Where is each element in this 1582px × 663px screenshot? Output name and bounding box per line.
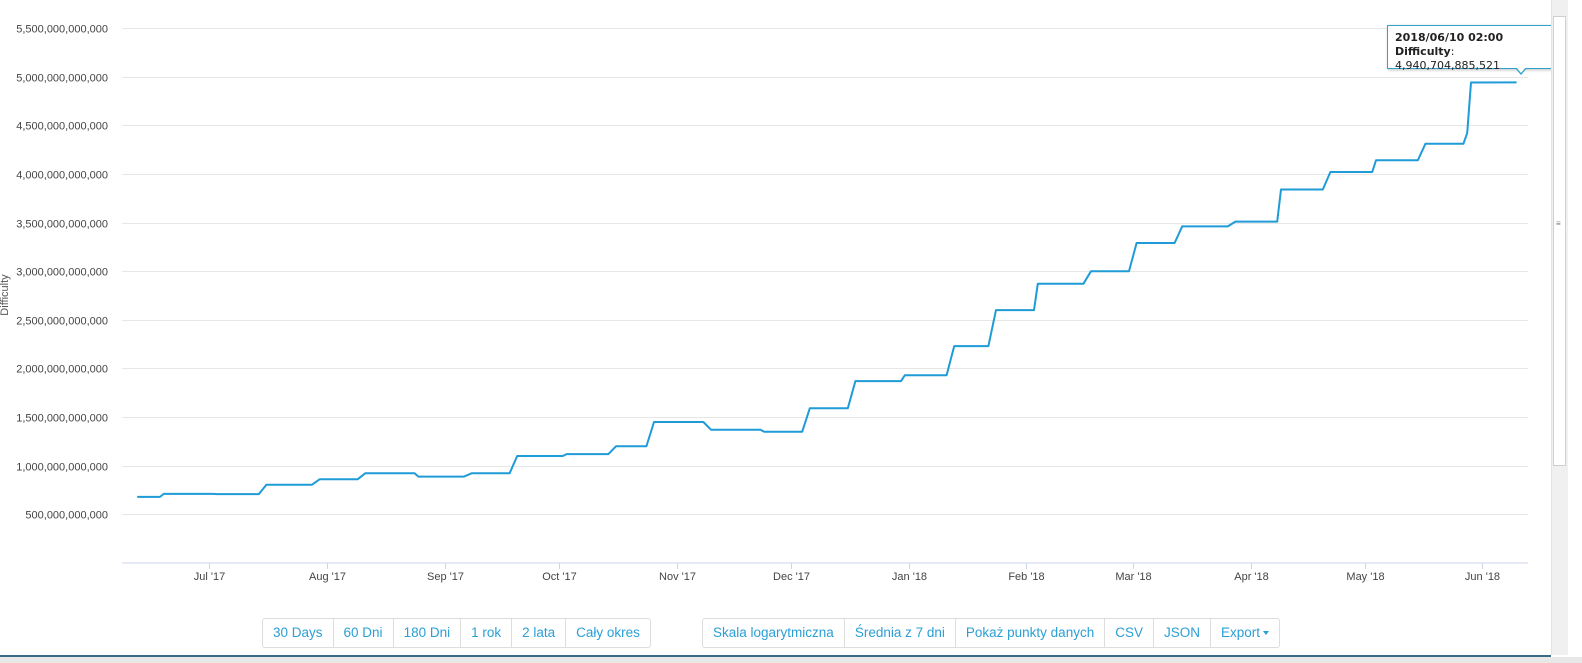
y-tick-label: 5,500,000,000,000	[16, 24, 108, 36]
tooltip-value-row: Difficulty: 4,940,704,885,521	[1395, 45, 1500, 72]
y-axis-label: Difficulty	[0, 274, 11, 316]
export-dropdown-button[interactable]: Export	[1211, 619, 1279, 647]
grip-icon: ≡	[1556, 219, 1561, 228]
y-tick-label: 3,500,000,000,000	[16, 219, 108, 231]
tooltip-date: 2018/06/10 02:00	[1395, 31, 1504, 44]
range-all-button[interactable]: Cały okres	[576, 625, 640, 640]
x-tick-label: Jan '18	[892, 571, 927, 583]
average-7-days-button[interactable]: Średnia z 7 dni	[845, 619, 956, 647]
y-tick-label: 4,000,000,000,000	[16, 170, 108, 182]
log-scale-button[interactable]: Skala logarytmiczna	[703, 619, 845, 647]
grid-lines	[122, 28, 1528, 515]
difficulty-series-line	[137, 81, 1517, 498]
x-tick-label: Aug '17	[309, 571, 346, 583]
x-tick-label: Mar '18	[1115, 571, 1151, 583]
x-tick-label: Dec '17	[773, 571, 810, 583]
scrollbar-thumb[interactable]	[1553, 16, 1566, 466]
x-tick-label: Feb '18	[1008, 571, 1044, 583]
show-points-button[interactable]: Pokaż punkty danych	[956, 619, 1106, 647]
export-label: Export	[1221, 625, 1261, 640]
x-tick-label: Jul '17	[194, 571, 225, 583]
y-tick-label: 1,500,000,000,000	[16, 413, 108, 425]
y-tick-label: 4,500,000,000,000	[16, 121, 108, 133]
tooltip-arrow-inner	[1516, 67, 1526, 73]
x-tick-label: Nov '17	[659, 571, 696, 583]
x-tick-label: May '18	[1346, 571, 1384, 583]
range-1-year-button[interactable]: 1 rok	[461, 619, 513, 647]
range-60-days-button[interactable]: 60 Dni	[334, 619, 394, 647]
data-tooltip: 2018/06/10 02:00 Difficulty: 4,940,704,8…	[1387, 25, 1557, 72]
range-180-days-button[interactable]: 180 Dni	[394, 619, 462, 647]
tooltip-value: 4,940,704,885,521	[1395, 59, 1500, 72]
range-2-years-button[interactable]: 2 lata	[512, 619, 567, 647]
y-tick-label: 1,000,000,000,000	[16, 462, 108, 474]
y-tick-label: 2,500,000,000,000	[16, 316, 108, 328]
x-tick-label: Jun '18	[1465, 571, 1500, 583]
y-axis-ticks: 5,500,000,000,000 5,000,000,000,000 4,500,…	[16, 24, 108, 522]
x-tick-label: Apr '18	[1234, 571, 1269, 583]
caret-down-icon	[1263, 631, 1270, 636]
y-tick-label: 3,000,000,000,000	[16, 267, 108, 279]
option-button-group: Skala logarytmiczna Średnia z 7 dni Poka…	[702, 618, 1281, 648]
x-axis-ticks: Jul '17 Aug '17 Sep '17 Oct '17 Nov '17 Dec '…	[194, 563, 1500, 583]
y-tick-label: 2,000,000,000,000	[16, 364, 108, 376]
csv-button[interactable]: CSV	[1105, 619, 1154, 647]
json-button[interactable]: JSON	[1154, 619, 1211, 647]
range-button-group: 30 Days 60 Dni 180 Dni 1 rok 2 lata Cały…	[262, 618, 651, 648]
series-layer	[137, 81, 1517, 498]
x-tick-label: Sep '17	[427, 571, 464, 583]
tooltip-label: Difficulty	[1395, 45, 1451, 58]
y-tick-label: 500,000,000,000	[25, 510, 108, 522]
bottom-bar	[0, 657, 1582, 663]
y-tick-label: 5,000,000,000,000	[16, 73, 108, 85]
bottom-border	[0, 655, 1551, 657]
x-tick-label: Oct '17	[542, 571, 577, 583]
range-30-days-button[interactable]: 30 Days	[263, 619, 334, 647]
